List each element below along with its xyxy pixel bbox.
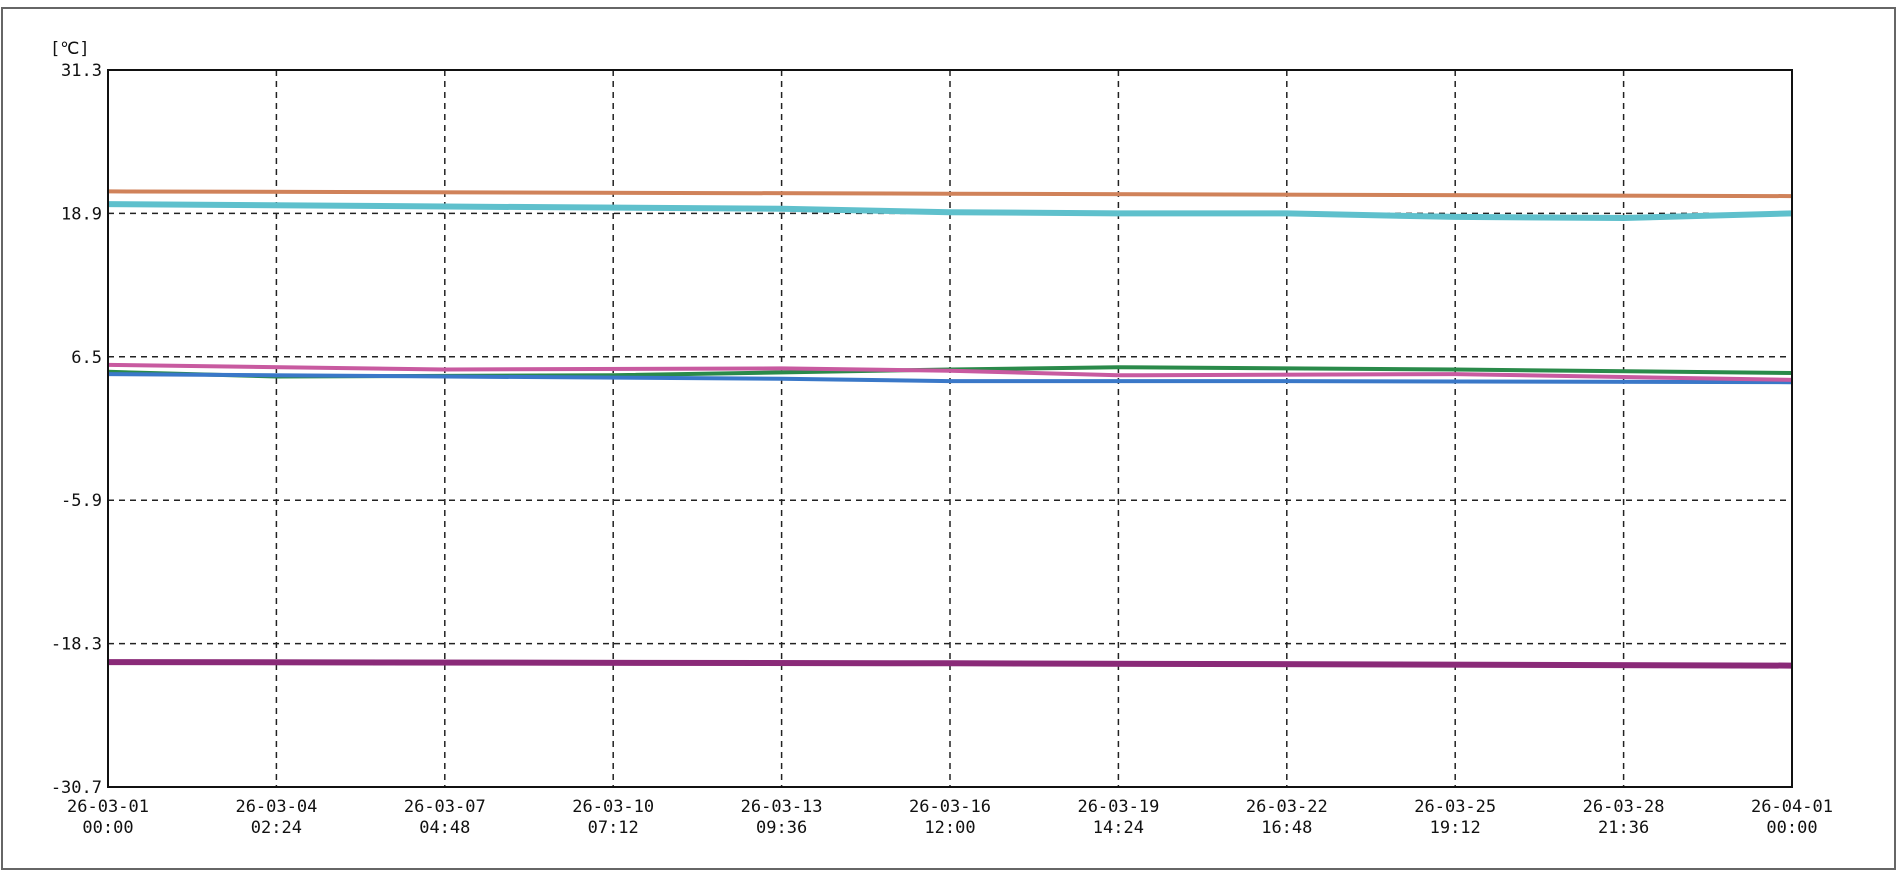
series-layer [107, 189, 1793, 669]
y-tick-label: -5.9 [61, 491, 102, 511]
x-tick-label: 26-03-16 12:00 [909, 797, 991, 838]
series-line-4 [107, 372, 1793, 385]
series-line-2 [107, 201, 1793, 221]
x-tick-label: 26-04-01 00:00 [1751, 797, 1833, 838]
x-tick-label: 26-03-19 14:24 [1077, 797, 1159, 838]
x-tick-label: 26-03-10 07:12 [572, 797, 654, 838]
x-tick-label: 26-03-28 21:36 [1583, 797, 1665, 838]
y-unit-label: [℃] [50, 39, 90, 59]
y-tick-label: 18.9 [61, 204, 102, 224]
x-tick-label: 26-03-01 00:00 [67, 797, 149, 838]
series-line-1 [107, 189, 1793, 199]
y-tick-labels: 31.3 18.9 6.5 -5.9 -18.3 -30.7 [51, 61, 102, 798]
x-tick-label: 26-03-22 16:48 [1246, 797, 1328, 838]
y-tick-label: -30.7 [51, 778, 102, 798]
x-tick-label: 26-03-07 04:48 [404, 797, 486, 838]
x-tick-label: 26-03-04 02:24 [235, 797, 317, 838]
x-tick-label: 26-03-25 19:12 [1414, 797, 1496, 838]
y-tick-label: 6.5 [71, 348, 102, 368]
x-tick-label: 26-03-13 09:36 [741, 797, 823, 838]
plot-area-frame [107, 69, 1793, 788]
series-line-5 [107, 362, 1793, 382]
series-line-6 [107, 659, 1793, 669]
x-tick-labels: 26-03-01 00:00 26-03-04 02:24 26-03-07 04:48 2… [67, 797, 1833, 838]
y-tick-label: 31.3 [61, 61, 102, 81]
y-tick-label: -18.3 [51, 635, 102, 655]
chart-outer-frame [1, 7, 1896, 870]
